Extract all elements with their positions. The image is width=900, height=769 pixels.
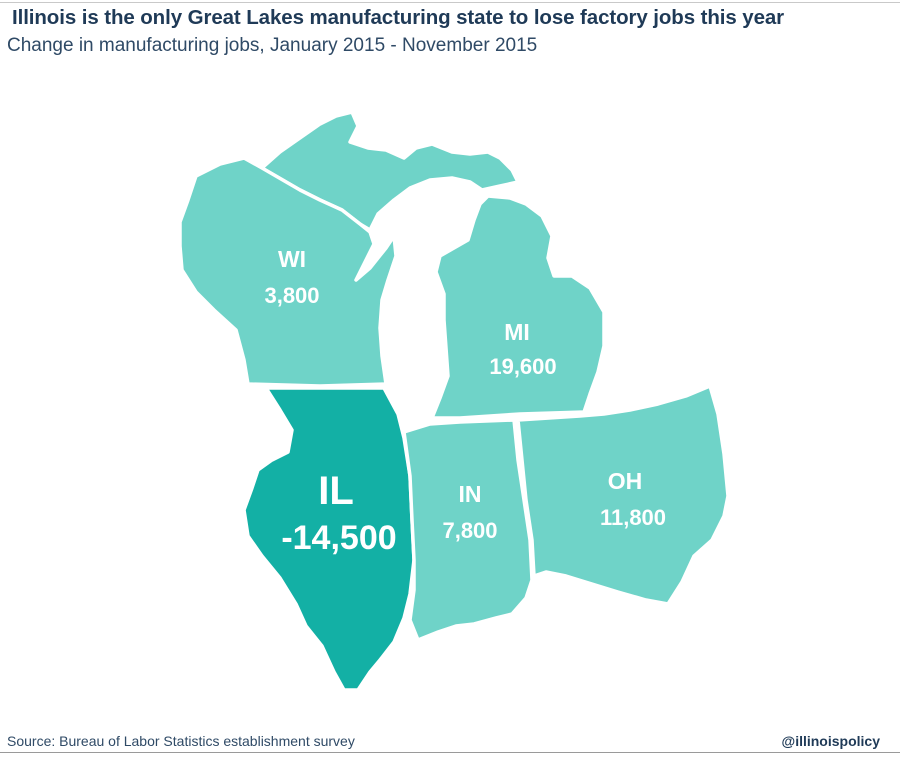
state-label-in: IN [459,481,482,507]
bottom-rule [0,752,900,753]
state-label-oh: OH [608,468,643,494]
top-rule [0,2,900,3]
chart-subtitle: Change in manufacturing jobs, January 20… [7,35,538,56]
state-label-il: IL [318,469,354,513]
chart-title: Illinois is the only Great Lakes manufac… [12,6,785,29]
state-shape-oh [516,384,730,606]
state-label-wi: WI [278,246,306,272]
state-value-il: -14,500 [281,519,396,557]
state-shape-in [402,418,534,642]
state-value-in: 7,800 [442,518,497,543]
state-shape-wi [178,156,398,388]
brand-handle: @illinoispolicy [781,733,880,749]
source-note: Source: Bureau of Labor Statistics estab… [7,733,355,749]
state-label-mi: MI [504,319,530,345]
state-shape-mi-upper [260,110,520,232]
state-value-oh: 11,800 [600,505,666,530]
state-value-wi: 3,800 [264,283,319,308]
state-shape-mi-lower [430,194,606,420]
state-value-mi: 19,600 [489,354,556,379]
